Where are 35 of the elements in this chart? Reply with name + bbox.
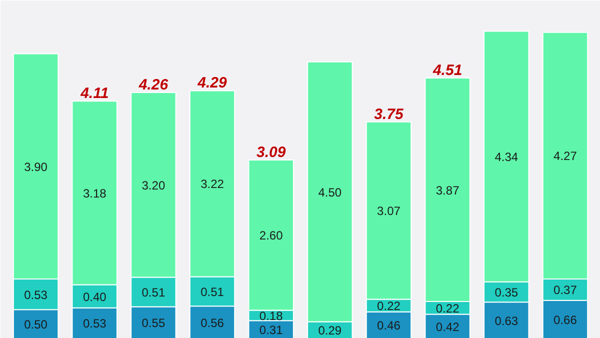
data-label: 0.22 <box>436 301 460 316</box>
data-label: 0.63 <box>494 314 518 328</box>
data-label: 0.53 <box>24 288 48 302</box>
total-label: 4.29 <box>196 74 228 92</box>
data-label: 0.37 <box>554 283 578 298</box>
data-label: 3.07 <box>377 204 401 218</box>
data-label: 0.66 <box>554 312 578 327</box>
data-label: 0.51 <box>200 284 224 299</box>
data-label: 0.53 <box>82 316 107 331</box>
data-label: 0.50 <box>24 318 48 332</box>
data-label: 0.18 <box>259 308 284 323</box>
data-label: 0.29 <box>318 324 342 338</box>
data-label: 0.56 <box>200 316 224 330</box>
data-label: 0.46 <box>377 318 401 333</box>
total-label: 3.09 <box>256 144 286 162</box>
total-label: 4.51 <box>432 62 462 80</box>
total-label: 3.75 <box>374 106 404 123</box>
data-label: 3.22 <box>200 177 224 192</box>
data-label: 0.51 <box>142 286 166 300</box>
data-label: 3.90 <box>24 160 48 174</box>
data-label: 3.18 <box>82 186 107 200</box>
total-label: 4.11 <box>80 85 109 102</box>
total-label: 4.26 <box>138 76 169 94</box>
data-label: 0.31 <box>259 323 284 338</box>
data-label: 3.87 <box>436 183 460 198</box>
data-label: 4.34 <box>494 150 518 164</box>
data-label: 0.22 <box>377 299 401 314</box>
data-label: 4.27 <box>554 149 578 164</box>
data-label: 3.20 <box>142 178 166 192</box>
data-label: 0.40 <box>82 290 107 304</box>
data-label: 0.35 <box>494 286 518 300</box>
data-label: 0.42 <box>436 320 460 334</box>
data-label: 0.55 <box>142 316 166 330</box>
data-label: 2.60 <box>259 228 284 243</box>
data-label: 4.50 <box>318 185 342 200</box>
